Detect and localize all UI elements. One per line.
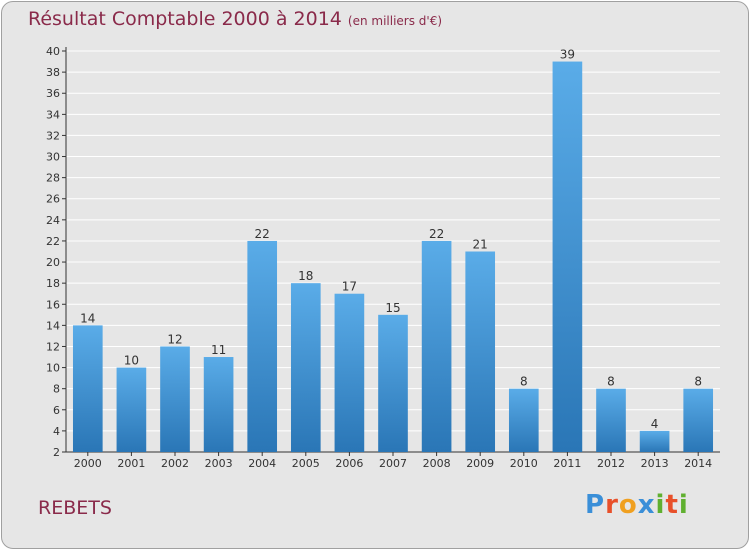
y-tick-label: 32 xyxy=(46,129,60,142)
bar xyxy=(639,430,670,452)
commune-name: REBETS xyxy=(38,497,112,519)
bar xyxy=(378,314,408,452)
proxiti-logo: Proxiti xyxy=(585,490,689,520)
data-label: 15 xyxy=(385,301,400,315)
x-tick-label: 2001 xyxy=(117,457,145,470)
x-tick-label: 2003 xyxy=(205,457,233,470)
x-tick-label: 2011 xyxy=(553,457,581,470)
data-label: 22 xyxy=(429,227,444,241)
y-tick-label: 10 xyxy=(46,362,60,375)
chart-title: Résultat Comptable 2000 à 2014 (en millie… xyxy=(28,8,442,30)
x-tick-label: 2014 xyxy=(684,457,712,470)
data-label: 11 xyxy=(211,343,226,357)
bar xyxy=(334,293,365,452)
data-label: 18 xyxy=(298,269,313,283)
title-main: Résultat Comptable 2000 à 2014 xyxy=(28,8,342,30)
x-tick-label: 2006 xyxy=(335,457,363,470)
bar xyxy=(508,388,539,452)
y-tick-label: 12 xyxy=(46,340,60,353)
bar xyxy=(465,251,496,452)
data-label: 8 xyxy=(607,375,615,389)
y-tick-label: 36 xyxy=(46,87,60,100)
x-tick-label: 2009 xyxy=(466,457,494,470)
y-tick-label: 30 xyxy=(46,151,60,164)
logo-letter: r xyxy=(605,490,619,520)
logo-letter: P xyxy=(585,490,606,520)
bar xyxy=(247,240,278,452)
x-tick-label: 2013 xyxy=(641,457,669,470)
data-label: 12 xyxy=(167,332,182,346)
x-tick-label: 2005 xyxy=(292,457,320,470)
bar xyxy=(290,283,321,452)
title-unit: (en milliers d'€) xyxy=(347,14,443,28)
y-tick-label: 20 xyxy=(46,256,60,269)
y-tick-label: 2 xyxy=(53,446,60,459)
x-tick-label: 2000 xyxy=(74,457,102,470)
y-tick-label: 28 xyxy=(46,172,60,185)
y-tick-label: 4 xyxy=(53,425,60,438)
bar xyxy=(116,367,147,452)
data-label: 17 xyxy=(342,280,357,294)
data-label: 8 xyxy=(520,375,528,389)
data-label: 39 xyxy=(560,48,575,62)
logo-letter: t xyxy=(665,490,679,520)
bar xyxy=(552,61,583,452)
x-tick-label: 2007 xyxy=(379,457,407,470)
y-tick-label: 24 xyxy=(46,214,60,227)
x-tick-label: 2008 xyxy=(423,457,451,470)
logo-letter: i xyxy=(655,490,666,520)
y-tick-label: 40 xyxy=(46,45,60,58)
data-label: 10 xyxy=(124,354,139,368)
bar xyxy=(72,325,103,452)
logo-letter: x xyxy=(637,490,656,520)
y-tick-label: 38 xyxy=(46,66,60,79)
logo-letter: o xyxy=(618,490,638,520)
x-tick-label: 2010 xyxy=(510,457,538,470)
y-tick-label: 16 xyxy=(46,298,60,311)
data-label: 22 xyxy=(255,227,270,241)
bar xyxy=(683,388,714,452)
y-tick-label: 14 xyxy=(46,319,60,332)
x-tick-label: 2002 xyxy=(161,457,189,470)
y-tick-label: 22 xyxy=(46,235,60,248)
bar xyxy=(596,388,626,452)
x-tick-label: 2012 xyxy=(597,457,625,470)
y-tick-label: 6 xyxy=(53,404,60,417)
logo-letter: i xyxy=(678,490,689,520)
y-tick-label: 8 xyxy=(53,383,60,396)
data-label: 8 xyxy=(694,375,702,389)
y-tick-label: 18 xyxy=(46,277,60,290)
y-tick-label: 34 xyxy=(46,108,60,121)
x-tick-label: 2004 xyxy=(248,457,276,470)
bar xyxy=(203,357,234,452)
data-label: 14 xyxy=(80,311,95,325)
bar xyxy=(160,346,190,452)
data-label: 4 xyxy=(651,417,659,431)
data-label: 21 xyxy=(473,238,488,252)
y-tick-label: 26 xyxy=(46,193,60,206)
bar xyxy=(421,240,452,452)
